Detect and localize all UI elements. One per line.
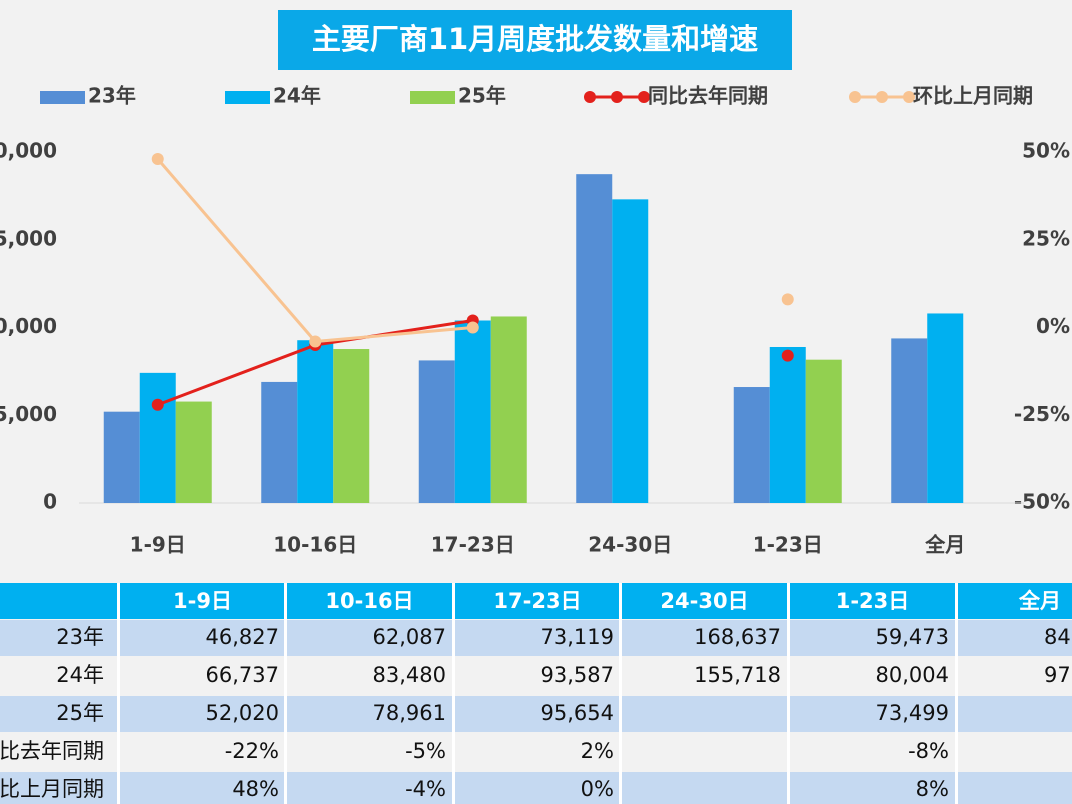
- chart-title: 主要厂商11月周度批发数量和增速: [312, 22, 758, 56]
- legend-dot: [849, 91, 861, 103]
- table-row-bg: [0, 620, 1072, 656]
- bar: [103, 411, 140, 503]
- bar: [927, 313, 964, 503]
- table-row-bg: [0, 734, 1072, 770]
- bar: [769, 346, 806, 503]
- line-point: [151, 398, 164, 411]
- table-cell: 155,718: [694, 663, 781, 687]
- table-cell: 73,119: [541, 625, 614, 649]
- table-header-bg: [0, 583, 1072, 619]
- table-cell: 2%: [581, 739, 614, 763]
- table-row-bg: [0, 658, 1072, 694]
- table-row-label: 25年: [56, 701, 104, 725]
- table-cell: 84: [1044, 625, 1071, 649]
- legend-swatch: [410, 91, 455, 104]
- table-header: 1-9日: [173, 589, 232, 613]
- table-cell: -22%: [225, 739, 279, 763]
- legend-label: 环比上月同期: [913, 84, 1033, 108]
- legend-dot: [876, 91, 888, 103]
- x-tick-label: 1-23日: [753, 533, 823, 557]
- line-point: [309, 335, 322, 348]
- bar: [612, 199, 649, 503]
- bar: [139, 372, 176, 503]
- table-cell: 52,020: [206, 701, 279, 725]
- line-point: [466, 321, 479, 334]
- table-cell: 80,004: [876, 663, 949, 687]
- table-cell: -5%: [405, 739, 446, 763]
- table-row-label: 环比上月同期: [0, 777, 104, 801]
- table-cell: 78,961: [373, 701, 446, 725]
- bar: [454, 320, 491, 503]
- line: [158, 159, 788, 342]
- legend-dot: [903, 91, 915, 103]
- table-cell: 95,654: [541, 701, 614, 725]
- table-cell: 8%: [916, 777, 949, 801]
- bar: [891, 338, 928, 503]
- table-cell: 59,473: [876, 625, 949, 649]
- table-cell: 168,637: [694, 625, 781, 649]
- table-header: 24-30日: [660, 589, 748, 613]
- legend-swatch: [225, 91, 270, 104]
- table-cell: 0%: [581, 777, 614, 801]
- bar: [576, 174, 613, 504]
- y-tick-label: 45,000: [0, 402, 57, 426]
- legend-dot: [638, 91, 650, 103]
- table-header: 全月: [1018, 589, 1061, 613]
- title-box: [278, 10, 792, 70]
- bar: [418, 360, 455, 503]
- y2-tick-label: 50%: [1022, 139, 1070, 163]
- x-tick-label: 10-16日: [273, 533, 357, 557]
- table-cell: 62,087: [373, 625, 446, 649]
- y2-tick-label: 25%: [1022, 226, 1070, 250]
- table-cell: 66,737: [206, 663, 279, 687]
- bar: [805, 359, 842, 503]
- table-header: 1-23日: [836, 589, 910, 613]
- legend-dot: [584, 91, 596, 103]
- table-row-label: 24年: [56, 663, 104, 687]
- x-tick-label: 1-9日: [130, 533, 186, 557]
- table-row-label: 同比去年同期: [0, 739, 104, 763]
- bar: [733, 387, 770, 503]
- table-cell: 46,827: [206, 625, 279, 649]
- legend-label: 25年: [458, 84, 506, 108]
- legend-label: 同比去年同期: [648, 84, 768, 108]
- y-tick-label: 0: [43, 490, 57, 514]
- y2-tick-label: -50%: [1014, 490, 1070, 514]
- legend-label: 24年: [273, 84, 321, 108]
- bar: [261, 381, 298, 503]
- table-cell: 97: [1044, 663, 1071, 687]
- table-cell: 93,587: [541, 663, 614, 687]
- table-cell: -8%: [908, 739, 949, 763]
- table-cell: 73,499: [876, 701, 949, 725]
- table-cell: -4%: [405, 777, 446, 801]
- line-point: [151, 153, 164, 166]
- line-point: [781, 349, 794, 362]
- line-point: [781, 293, 794, 306]
- y-tick-label: 90,000: [0, 314, 57, 338]
- legend-swatch: [40, 91, 85, 104]
- y2-tick-label: 0%: [1036, 314, 1070, 338]
- bar: [297, 340, 334, 503]
- y-tick-label: 180,000: [0, 139, 57, 163]
- y2-tick-label: -25%: [1014, 402, 1070, 426]
- y-tick-label: 135,000: [0, 226, 57, 250]
- table-cell: 48%: [232, 777, 279, 801]
- table-row-bg: [0, 772, 1072, 804]
- bar: [333, 349, 370, 503]
- table-header: 17-23日: [493, 589, 581, 613]
- bar: [490, 316, 527, 503]
- legend-label: 23年: [88, 84, 136, 108]
- table-header: 10-16日: [325, 589, 413, 613]
- bar: [175, 401, 212, 503]
- x-tick-label: 24-30日: [588, 533, 672, 557]
- x-tick-label: 17-23日: [431, 533, 515, 557]
- table-row-label: 23年: [56, 625, 104, 649]
- x-tick-label: 全月: [924, 533, 965, 557]
- legend-dot: [611, 91, 623, 103]
- table-row-bg: [0, 696, 1072, 732]
- table-cell: 83,480: [373, 663, 446, 687]
